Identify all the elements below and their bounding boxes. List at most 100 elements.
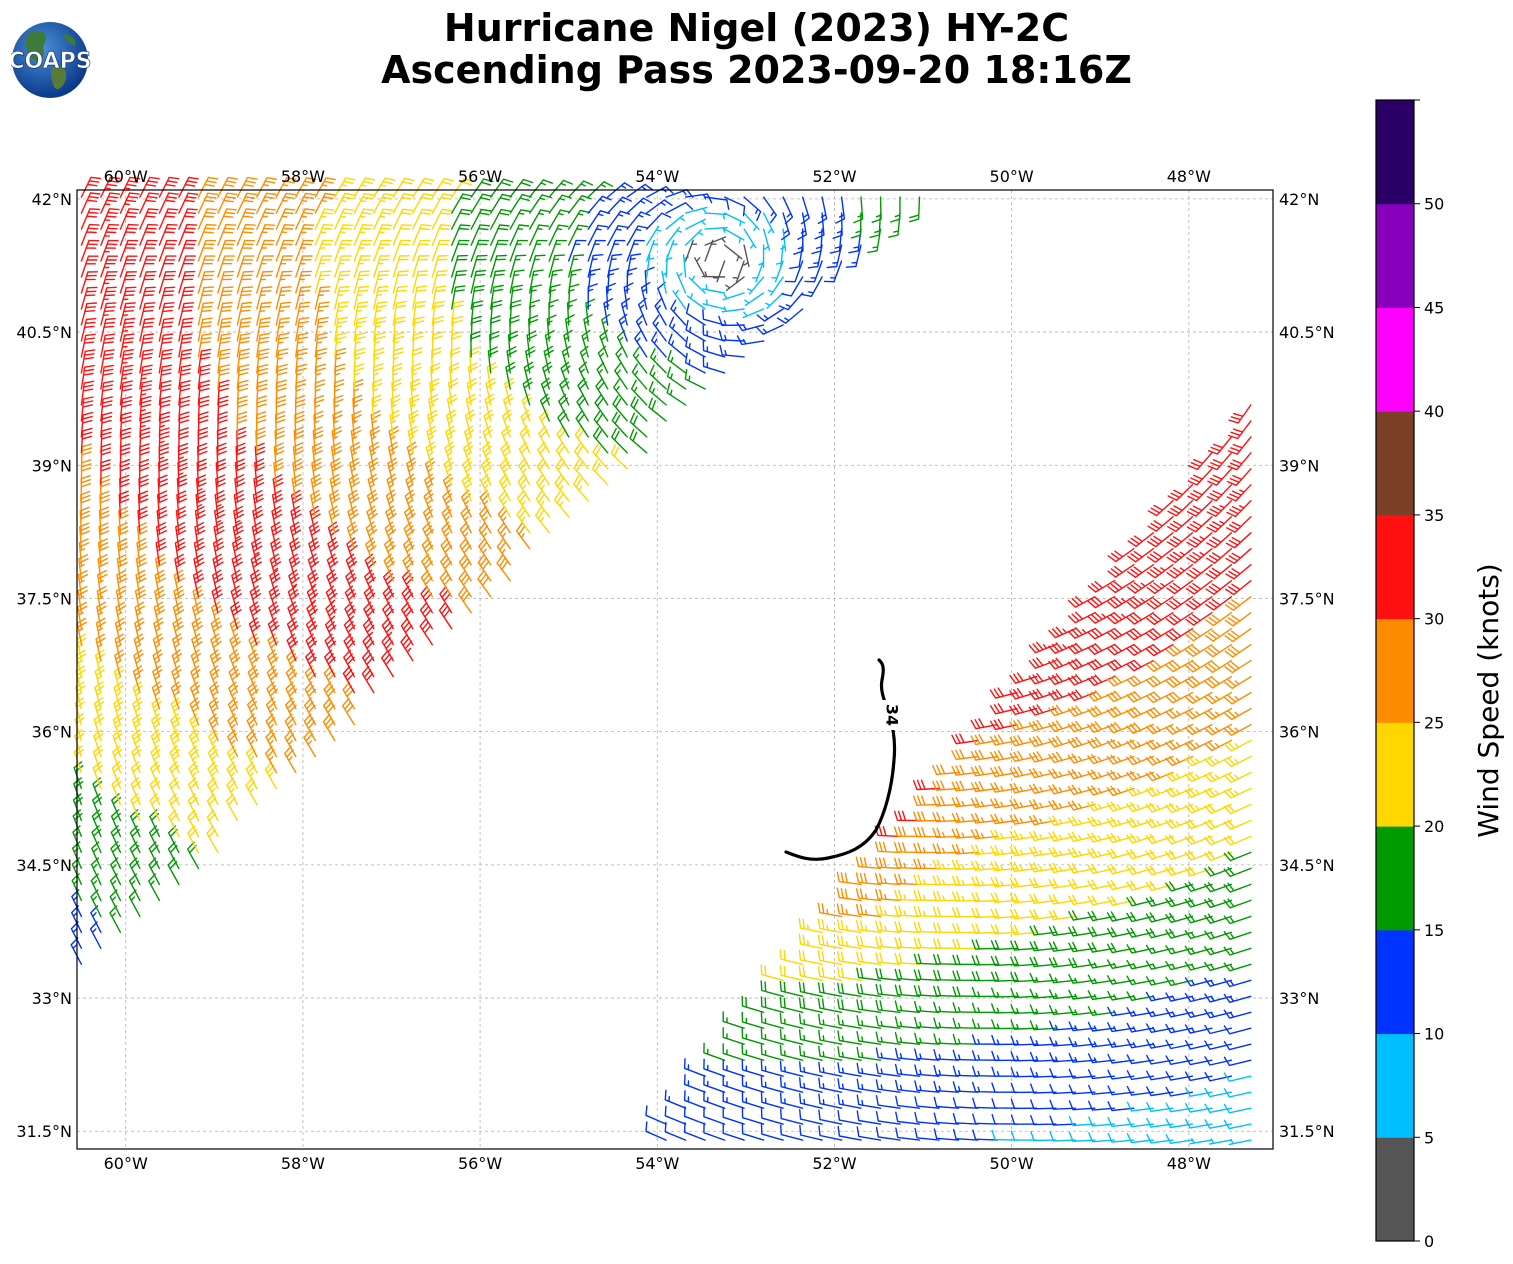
wind-barb bbox=[197, 427, 208, 454]
wind-barb bbox=[235, 442, 247, 470]
wind-barb bbox=[431, 193, 454, 214]
wind-barb bbox=[767, 276, 784, 296]
wind-barb bbox=[458, 570, 472, 598]
wind-barb bbox=[382, 601, 394, 630]
wind-barb bbox=[130, 793, 141, 822]
wind-barb bbox=[314, 239, 334, 262]
wind-barb bbox=[667, 350, 687, 374]
wind-barb bbox=[1187, 468, 1213, 486]
wind-barb bbox=[271, 505, 283, 534]
tick-label-lat-right: 31.5°N bbox=[1279, 1122, 1335, 1141]
wind-barb bbox=[485, 377, 496, 406]
wind-barb bbox=[971, 860, 999, 871]
wind-barb bbox=[894, 1063, 921, 1077]
wind-barb bbox=[216, 427, 228, 454]
wind-barb bbox=[1147, 500, 1174, 517]
wind-barb bbox=[913, 906, 940, 918]
wind-barb bbox=[289, 537, 301, 566]
wind-barb bbox=[1165, 723, 1194, 735]
wind-barb bbox=[1146, 564, 1174, 579]
wind-barb bbox=[587, 268, 601, 294]
contour-label: 34 bbox=[883, 704, 902, 726]
wind-barb bbox=[284, 713, 297, 742]
wind-barb bbox=[80, 396, 94, 422]
wind-barb bbox=[644, 266, 655, 294]
wind-barb bbox=[158, 317, 174, 342]
wind-barb bbox=[246, 729, 258, 758]
wind-barb bbox=[461, 489, 472, 518]
wind-barb bbox=[178, 380, 191, 406]
wind-barb bbox=[952, 923, 979, 934]
wind-barb bbox=[990, 766, 1018, 778]
wind-barb bbox=[314, 316, 329, 342]
wind-barb bbox=[158, 380, 172, 406]
wind-barb bbox=[392, 285, 408, 310]
wind-barb bbox=[798, 997, 823, 1013]
wind-barb bbox=[119, 333, 135, 358]
wind-barb bbox=[1126, 739, 1155, 750]
wind-barb bbox=[392, 208, 413, 230]
wind-barb bbox=[837, 1110, 862, 1125]
wind-barb bbox=[197, 348, 212, 374]
wind-barb bbox=[373, 332, 386, 358]
wind-barb bbox=[216, 442, 227, 470]
wind-barb bbox=[169, 729, 180, 758]
wind-barb bbox=[326, 569, 338, 598]
wind-barb bbox=[1186, 564, 1213, 580]
wind-barb bbox=[351, 410, 362, 438]
wind-barb bbox=[431, 270, 448, 294]
wind-barb bbox=[119, 459, 130, 486]
wind-barb bbox=[573, 475, 589, 502]
wind-barb bbox=[256, 301, 272, 326]
wind-barb bbox=[80, 208, 101, 230]
wind-barb bbox=[575, 410, 589, 438]
wind-barb bbox=[304, 697, 316, 726]
wind-barb bbox=[1087, 848, 1116, 859]
wind-barb bbox=[1146, 659, 1174, 672]
wind-barb bbox=[323, 697, 336, 726]
wind-barb bbox=[174, 553, 186, 582]
wind-barb bbox=[1185, 580, 1213, 595]
wind-barb bbox=[629, 428, 648, 454]
colorbar-tick-label: 10 bbox=[1424, 1025, 1444, 1044]
wind-barb bbox=[1184, 691, 1213, 704]
wind-barb bbox=[856, 1094, 882, 1109]
wind-barb bbox=[837, 1062, 862, 1077]
wind-barb bbox=[309, 505, 321, 534]
wind-barb bbox=[327, 537, 339, 566]
wind-barb bbox=[1228, 420, 1252, 440]
tick-label-lon-top: 48°W bbox=[1167, 167, 1211, 186]
wind-barb bbox=[836, 903, 862, 918]
wind-barb bbox=[1145, 675, 1174, 688]
wind-barb bbox=[470, 224, 491, 246]
wind-barb bbox=[951, 796, 979, 808]
wind-barb bbox=[270, 521, 282, 550]
wind-barb bbox=[837, 982, 862, 997]
wind-barb bbox=[1224, 612, 1252, 627]
wind-barb bbox=[518, 457, 531, 486]
wind-barb bbox=[99, 474, 111, 502]
wind-barb bbox=[595, 378, 609, 406]
wind-barb bbox=[254, 442, 266, 470]
wind-barb bbox=[458, 554, 472, 582]
wind-barb bbox=[741, 1027, 765, 1045]
wind-barb bbox=[256, 255, 274, 278]
wind-barb bbox=[646, 239, 659, 262]
wind-barb bbox=[269, 553, 282, 582]
wind-barb bbox=[314, 379, 326, 406]
wind-barb bbox=[894, 937, 921, 949]
wind-barb bbox=[1028, 673, 1057, 685]
wind-barb bbox=[798, 917, 823, 933]
wind-barb bbox=[188, 745, 200, 774]
wind-barb bbox=[176, 490, 187, 518]
wind-barb bbox=[1145, 944, 1174, 955]
wind-barb bbox=[197, 223, 217, 246]
wind-barb bbox=[410, 378, 421, 406]
wind-barb bbox=[80, 333, 96, 358]
wind-barb bbox=[428, 394, 439, 422]
wind-barb bbox=[323, 665, 336, 694]
tick-label-lat-left: 31.5°N bbox=[16, 1122, 72, 1141]
wind-barb bbox=[245, 745, 258, 774]
wind-barb bbox=[855, 872, 882, 886]
wind-barb bbox=[723, 244, 743, 262]
